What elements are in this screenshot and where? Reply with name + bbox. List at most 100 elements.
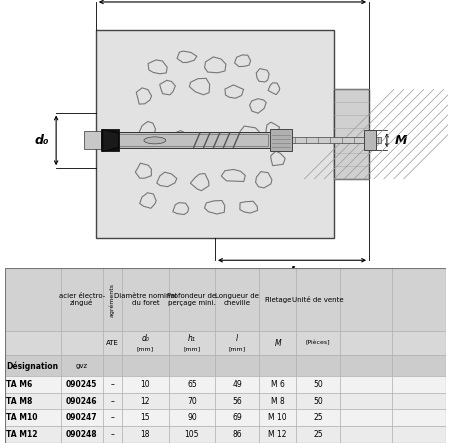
Text: TA M10: TA M10 bbox=[6, 413, 38, 422]
Text: 50: 50 bbox=[313, 380, 323, 389]
Bar bbox=[169, 409, 215, 426]
Text: 25: 25 bbox=[313, 413, 323, 422]
Bar bbox=[340, 426, 392, 443]
Text: M 6: M 6 bbox=[271, 380, 284, 389]
Bar bbox=[169, 331, 215, 355]
Bar bbox=[392, 376, 446, 393]
Text: 90: 90 bbox=[187, 413, 197, 422]
Bar bbox=[364, 131, 376, 150]
Text: –: – bbox=[110, 413, 114, 422]
Polygon shape bbox=[234, 55, 251, 67]
Bar bbox=[101, 132, 270, 148]
Text: 10: 10 bbox=[140, 380, 150, 389]
Bar bbox=[259, 268, 296, 331]
Bar bbox=[4, 426, 61, 443]
Bar bbox=[259, 376, 296, 393]
Text: [Pièces]: [Pièces] bbox=[306, 341, 330, 346]
Polygon shape bbox=[256, 172, 272, 188]
Bar bbox=[296, 426, 340, 443]
Bar bbox=[270, 130, 292, 151]
Text: [mm]: [mm] bbox=[137, 346, 154, 351]
Bar bbox=[84, 131, 101, 149]
Polygon shape bbox=[205, 57, 226, 73]
Polygon shape bbox=[239, 126, 259, 142]
Text: 56: 56 bbox=[232, 396, 242, 405]
Bar bbox=[296, 268, 340, 331]
Bar bbox=[340, 409, 392, 426]
Text: ATE: ATE bbox=[106, 340, 119, 346]
Text: TA M6: TA M6 bbox=[6, 380, 32, 389]
Text: 15: 15 bbox=[140, 413, 150, 422]
Bar bbox=[122, 376, 169, 393]
Text: Désignation: Désignation bbox=[6, 361, 58, 371]
Bar bbox=[292, 137, 381, 143]
Text: gvz: gvz bbox=[76, 363, 88, 369]
Text: Longueur de
cheville: Longueur de cheville bbox=[215, 293, 259, 306]
Text: M: M bbox=[274, 339, 281, 348]
Bar bbox=[296, 393, 340, 409]
Text: 090248: 090248 bbox=[66, 430, 98, 439]
Bar bbox=[259, 409, 296, 426]
Text: M 12: M 12 bbox=[268, 430, 287, 439]
Text: 090246: 090246 bbox=[66, 396, 97, 405]
Bar bbox=[296, 331, 340, 355]
Bar bbox=[101, 130, 119, 151]
Text: 090247: 090247 bbox=[66, 413, 98, 422]
Text: Unité de vente: Unité de vente bbox=[292, 296, 344, 303]
Text: M 10: M 10 bbox=[268, 413, 287, 422]
Bar bbox=[215, 393, 259, 409]
Bar bbox=[169, 355, 215, 376]
Bar bbox=[215, 355, 259, 376]
Text: 090245: 090245 bbox=[66, 380, 97, 389]
Bar bbox=[103, 409, 122, 426]
Text: 50: 50 bbox=[313, 396, 323, 405]
Text: Profondeur de
perçage mini.: Profondeur de perçage mini. bbox=[167, 293, 216, 306]
Text: 25: 25 bbox=[313, 430, 323, 439]
Bar bbox=[334, 89, 369, 179]
Bar bbox=[103, 426, 122, 443]
Ellipse shape bbox=[144, 137, 166, 144]
Polygon shape bbox=[135, 163, 151, 178]
Bar bbox=[103, 393, 122, 409]
Bar bbox=[340, 376, 392, 393]
Text: –: – bbox=[110, 396, 114, 405]
Bar bbox=[122, 268, 169, 331]
Bar bbox=[296, 409, 340, 426]
Polygon shape bbox=[250, 99, 266, 113]
Bar bbox=[215, 268, 259, 331]
Bar bbox=[392, 409, 446, 426]
Bar bbox=[259, 426, 296, 443]
Bar bbox=[122, 393, 169, 409]
Bar bbox=[61, 393, 103, 409]
Bar bbox=[259, 355, 296, 376]
Text: 105: 105 bbox=[184, 430, 199, 439]
Text: Diamètre nominal
du foret: Diamètre nominal du foret bbox=[114, 293, 177, 306]
Bar bbox=[61, 426, 103, 443]
Polygon shape bbox=[173, 131, 192, 146]
Text: h₁: h₁ bbox=[188, 334, 196, 343]
Bar bbox=[4, 268, 61, 331]
Text: 12: 12 bbox=[140, 396, 150, 405]
Bar bbox=[4, 376, 61, 393]
Bar bbox=[103, 331, 122, 355]
Bar bbox=[340, 355, 392, 376]
Text: acier électro-
zingué: acier électro- zingué bbox=[58, 293, 105, 306]
Text: d₀: d₀ bbox=[141, 334, 149, 343]
Polygon shape bbox=[139, 122, 155, 138]
Text: 65: 65 bbox=[187, 380, 197, 389]
Bar bbox=[4, 393, 61, 409]
Text: 49: 49 bbox=[232, 380, 242, 389]
Bar bbox=[4, 355, 61, 376]
Bar bbox=[103, 376, 122, 393]
Bar bbox=[296, 355, 340, 376]
Bar bbox=[61, 376, 103, 393]
Text: agréments: agréments bbox=[109, 283, 115, 316]
Polygon shape bbox=[177, 51, 197, 63]
Bar bbox=[215, 409, 259, 426]
Text: 70: 70 bbox=[187, 396, 197, 405]
Text: M 8: M 8 bbox=[271, 396, 284, 405]
Bar bbox=[392, 426, 446, 443]
Text: d₀: d₀ bbox=[35, 134, 50, 147]
Text: TA M8: TA M8 bbox=[6, 396, 33, 405]
Bar bbox=[296, 376, 340, 393]
